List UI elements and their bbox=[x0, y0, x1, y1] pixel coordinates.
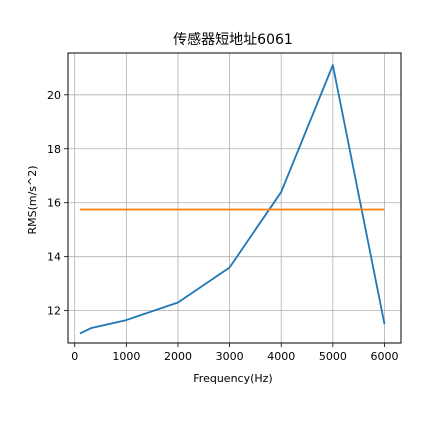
chart-title: 传感器短地址6061 bbox=[173, 31, 293, 48]
ticks-layer: 0 1000 2000 3000 4000 5000 6000 12 14 16 18 20 bbox=[47, 89, 398, 363]
y-tick-label: 18 bbox=[47, 143, 61, 156]
x-tick-label: 6000 bbox=[370, 350, 398, 363]
series-line-1 bbox=[79, 64, 386, 335]
x-tick-label: 2000 bbox=[164, 350, 192, 363]
y-tick-label: 14 bbox=[47, 251, 61, 264]
y-axis-label: RMS(m/s^2) bbox=[26, 165, 39, 234]
x-tick-label: 0 bbox=[71, 350, 78, 363]
plot-frame bbox=[67, 52, 402, 344]
x-tick-label: 4000 bbox=[267, 350, 295, 363]
y-tick-label: 20 bbox=[47, 89, 61, 102]
x-tick-label: 5000 bbox=[319, 350, 347, 363]
x-tick-label: 1000 bbox=[112, 350, 140, 363]
grid-layer bbox=[68, 53, 401, 343]
y-tick-label: 16 bbox=[47, 197, 61, 210]
series-layer bbox=[79, 64, 386, 335]
x-tick-label: 3000 bbox=[216, 350, 244, 363]
x-axis-label: Frequency(Hz) bbox=[193, 372, 272, 385]
y-tick-label: 12 bbox=[47, 305, 61, 318]
